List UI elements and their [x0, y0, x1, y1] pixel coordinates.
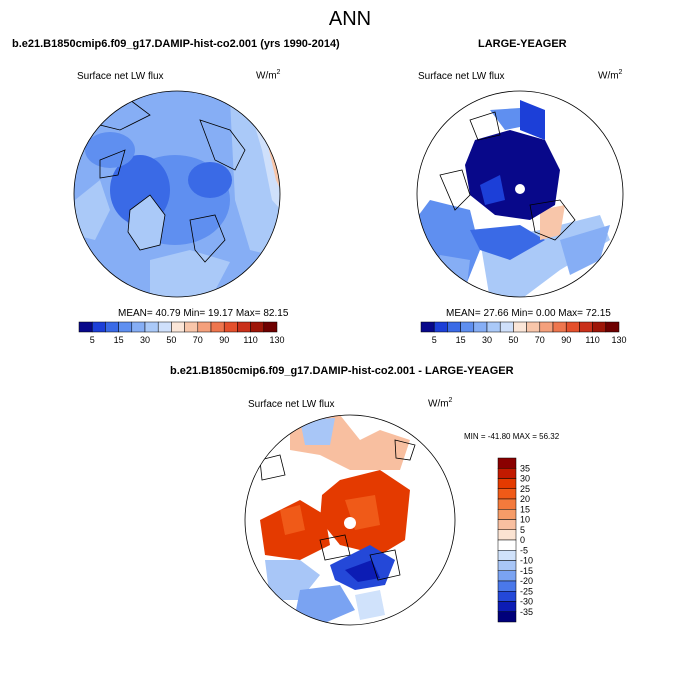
obs-panel-title: LARGE-YEAGER	[478, 38, 567, 50]
colorbar-swatch	[499, 321, 514, 333]
colorbar-swatch	[237, 321, 251, 333]
colorbar-swatch	[552, 321, 567, 333]
diff-units-label: W/m2	[428, 397, 453, 410]
colorbar-swatch	[197, 321, 212, 333]
colorbar-swatch	[263, 321, 278, 333]
colorbar-tick-label: 0	[520, 535, 525, 545]
model-panel-title: b.e21.B1850cmip6.f09_g17.DAMIP-hist-co2.…	[12, 38, 340, 50]
plot-title: ANN	[328, 8, 372, 30]
colorbar-tick-label: 30	[140, 335, 150, 345]
diff-panel-title: b.e21.B1850cmip6.f09_g17.DAMIP-hist-co2.…	[170, 365, 514, 377]
colorbar-tick-label: 130	[269, 335, 284, 345]
colorbar-swatch	[539, 321, 554, 333]
colorbar-swatch	[486, 321, 501, 333]
colorbar-swatch	[497, 601, 517, 612]
colorbar-swatch	[171, 321, 185, 333]
colorbar-swatch	[497, 560, 517, 571]
colorbar-tick-label: 15	[114, 335, 124, 345]
model-polar-map	[74, 91, 280, 297]
obs-variable-label: Surface net LW flux	[418, 71, 505, 82]
colorbar-swatch	[250, 321, 265, 333]
obs-colorbar: 5 15 30 50 70 90 110 130	[420, 321, 627, 345]
colorbar-swatch	[144, 321, 159, 333]
colorbar-tick-label: 70	[193, 335, 203, 345]
colorbar-swatch	[157, 321, 172, 333]
diff-polar-map	[245, 415, 455, 625]
colorbar-tick-label: 90	[561, 335, 571, 345]
colorbar-tick-label: 15	[520, 504, 530, 514]
colorbar-swatch	[497, 529, 517, 541]
colorbar-tick-label: 110	[585, 335, 599, 345]
colorbar-swatch	[105, 321, 119, 333]
colorbar-tick-label: -25	[520, 586, 533, 596]
diff-stats: MIN = -41.80 MAX = 56.32	[464, 432, 560, 441]
colorbar-tick-label: -30	[520, 597, 533, 607]
colorbar-swatch	[184, 321, 199, 333]
colorbar-swatch	[605, 321, 620, 333]
colorbar-swatch	[592, 321, 607, 333]
colorbar-swatch	[497, 550, 517, 561]
colorbar-tick-label: 20	[520, 494, 530, 504]
colorbar-swatch	[497, 580, 517, 592]
colorbar-swatch	[497, 488, 517, 500]
colorbar-tick-label: 50	[508, 335, 518, 345]
model-stats: MEAN= 40.79 Min= 19.17 Max= 82.15	[118, 308, 289, 319]
colorbar-swatch	[91, 321, 106, 333]
colorbar-swatch	[497, 519, 517, 530]
colorbar-swatch	[497, 498, 517, 510]
colorbar-tick-label: 30	[520, 474, 530, 484]
colorbar-tick-label: 35	[520, 463, 530, 473]
colorbar-tick-label: 25	[520, 484, 530, 494]
colorbar-swatch	[497, 611, 517, 623]
colorbar-swatch	[526, 321, 541, 333]
colorbar-tick-label: 130	[611, 335, 626, 345]
colorbar-swatch	[513, 321, 527, 333]
model-variable-label: Surface net LW flux	[77, 71, 164, 82]
colorbar-tick-label: 5	[90, 335, 95, 345]
diff-variable-label: Surface net LW flux	[248, 399, 335, 410]
colorbar-tick-label: -5	[520, 545, 528, 555]
colorbar-tick-label: 5	[520, 525, 525, 535]
obs-stats: MEAN= 27.66 Min= 0.00 Max= 72.15	[446, 308, 611, 319]
obs-polar-map	[417, 91, 623, 297]
colorbar-swatch	[118, 321, 133, 333]
colorbar-tick-label: 90	[219, 335, 229, 345]
colorbar-swatch	[497, 478, 517, 489]
colorbar-tick-label: -20	[520, 576, 533, 586]
model-units-label: W/m2	[256, 69, 281, 82]
colorbar-swatch	[473, 321, 488, 333]
colorbar-swatch	[223, 321, 238, 333]
colorbar-swatch	[497, 591, 517, 602]
colorbar-swatch	[497, 539, 517, 551]
colorbar-swatch	[497, 457, 517, 469]
colorbar-swatch	[497, 509, 517, 520]
colorbar-tick-label: 10	[520, 515, 530, 525]
colorbar-swatch	[447, 321, 461, 333]
colorbar-tick-label: -15	[520, 566, 533, 576]
colorbar-tick-label: 70	[535, 335, 545, 345]
colorbar-swatch	[460, 321, 475, 333]
colorbar-tick-label: -35	[520, 607, 533, 617]
colorbar-swatch	[579, 321, 593, 333]
colorbar-tick-label: 50	[166, 335, 176, 345]
colorbar-tick-label: -10	[520, 556, 533, 566]
colorbar-swatch	[78, 321, 93, 333]
colorbar-swatch	[565, 321, 580, 333]
colorbar-swatch	[433, 321, 448, 333]
colorbar-tick-label: 15	[456, 335, 466, 345]
colorbar-swatch	[420, 321, 435, 333]
model-colorbar: 5 15 30 50 70 90 110 130	[78, 321, 285, 345]
colorbar-tick-label: 110	[243, 335, 257, 345]
colorbar-swatch	[497, 468, 517, 479]
colorbar-swatch	[131, 321, 146, 333]
colorbar-tick-label: 5	[432, 335, 437, 345]
colorbar-swatch	[210, 321, 225, 333]
colorbar-swatch	[497, 570, 517, 582]
obs-units-label: W/m2	[598, 69, 623, 82]
colorbar-tick-label: 30	[482, 335, 492, 345]
